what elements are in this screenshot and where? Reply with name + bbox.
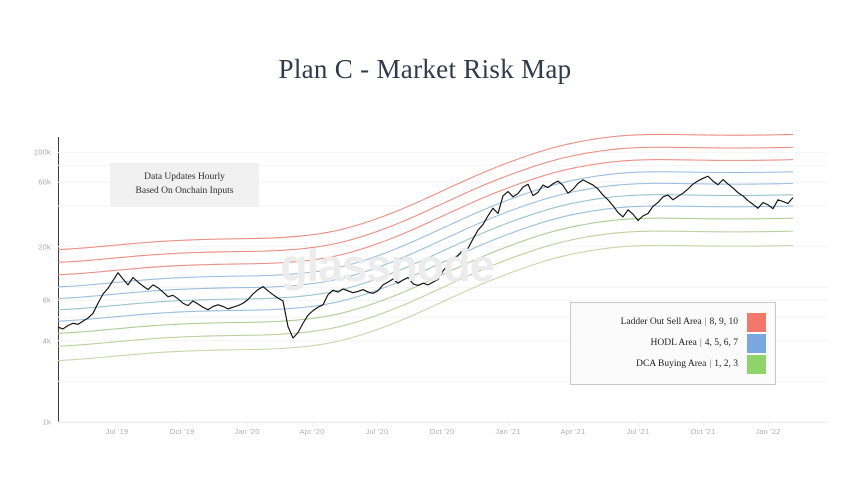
x-axis-tick-mark (573, 422, 574, 426)
x-axis-tick-label: Jan '22 (755, 427, 781, 436)
x-axis-tick-label: Jul '20 (365, 427, 389, 436)
legend-item-label: Ladder Out Sell Area | 8, 9, 10 (620, 317, 738, 327)
x-axis-tick-mark (768, 422, 769, 426)
x-axis-tick-label: Apr '20 (299, 427, 325, 436)
glassnode-watermark: glassnode (280, 240, 495, 291)
y-axis-line (58, 137, 60, 423)
x-axis-tick-mark (638, 422, 639, 426)
legend-item[interactable]: DCA Buying Area | 1, 2, 3 (580, 354, 766, 374)
x-axis-tick-mark (442, 422, 443, 426)
legend-item[interactable]: HODL Area | 4, 5, 6, 7 (580, 333, 766, 353)
x-axis-tick-mark (703, 422, 704, 426)
risk-bands-and-price (57, 133, 794, 362)
x-axis-tick-label: Jul '19 (105, 427, 129, 436)
x-axis-tick-label: Oct '21 (690, 427, 716, 436)
y-axis-tick-label: 1k (42, 417, 51, 427)
x-axis-tick-mark (247, 422, 248, 426)
x-axis-tick-label: Oct '20 (429, 427, 455, 436)
x-axis-tick-label: Apr '21 (560, 427, 586, 436)
legend-color-swatch (747, 333, 766, 353)
page-title: Plan C - Market Risk Map (278, 54, 572, 84)
chart-legend: Ladder Out Sell Area | 8, 9, 10 HODL Area | 4… (570, 302, 776, 385)
y-axis-tick-label: 20k (38, 242, 51, 252)
annotation-line-1: Data Updates Hourly (144, 172, 225, 182)
x-axis-tick-label: Jan '20 (234, 427, 260, 436)
x-axis-tick-mark (312, 422, 313, 426)
y-axis-tick-label: 4k (42, 336, 51, 346)
x-axis-tick-label: Jan '21 (495, 427, 521, 436)
x-axis-tick-mark (117, 422, 118, 426)
y-axis-tick-label: 8k (42, 295, 51, 305)
legend-color-swatch (747, 354, 766, 374)
plot-area (57, 133, 828, 423)
y-axis-tick-label: 60k (38, 177, 51, 187)
x-axis-tick-label: Jul '21 (626, 427, 650, 436)
legend-item[interactable]: Ladder Out Sell Area | 8, 9, 10 (580, 312, 766, 332)
annotation-box: Data Updates Hourly Based On Onchain Inp… (110, 163, 259, 207)
y-axis-tick-label: 100k (33, 147, 51, 157)
x-axis-tick-mark (182, 422, 183, 426)
legend-item-label: HODL Area | 4, 5, 6, 7 (650, 338, 739, 348)
x-axis-tick-mark (508, 422, 509, 426)
x-axis-tick-label: Oct '19 (169, 427, 195, 436)
x-axis-tick-mark (377, 422, 378, 426)
annotation-line-2: Based On Onchain Inputs (135, 186, 234, 197)
x-axis-line (58, 422, 828, 423)
legend-color-swatch (747, 312, 766, 332)
legend-item-label: DCA Buying Area | 1, 2, 3 (636, 359, 738, 369)
